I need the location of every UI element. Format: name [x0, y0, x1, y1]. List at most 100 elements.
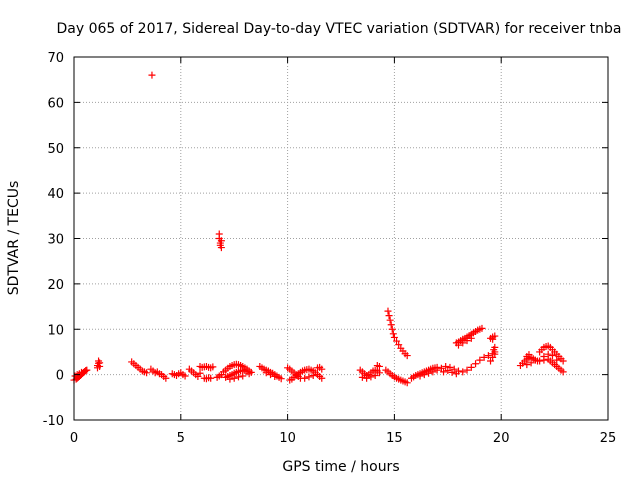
data-point	[375, 369, 383, 377]
data-point	[209, 363, 217, 371]
data-point	[476, 356, 484, 364]
data-point	[478, 324, 486, 332]
data-point	[459, 339, 467, 347]
data-point	[454, 341, 462, 349]
data-point	[463, 337, 471, 345]
data-point	[442, 362, 450, 370]
data-point	[536, 357, 544, 365]
data-point	[395, 341, 403, 349]
x-axis-label: GPS time / hours	[282, 459, 399, 475]
y-tick-label: 60	[47, 96, 64, 111]
data-point	[271, 372, 279, 380]
data-point	[553, 356, 561, 364]
x-tick-label: 15	[386, 431, 403, 446]
data-point	[523, 361, 531, 369]
y-tick-label: 20	[47, 278, 64, 293]
data-point	[375, 362, 383, 370]
chart-title: Day 065 of 2017, Sidereal Day-to-day VTE…	[56, 21, 621, 37]
data-point	[267, 371, 275, 379]
data-point	[239, 372, 247, 380]
data-point	[148, 71, 156, 79]
data-point	[234, 373, 242, 381]
data-point	[309, 372, 317, 380]
axis-ticks: 0 5 10 15 20 25 -10 0 10 20 30 40 50 60 70	[43, 51, 617, 446]
y-tick-label: 70	[47, 51, 64, 66]
data-point	[425, 369, 433, 377]
data-point	[230, 374, 238, 382]
data-point	[429, 368, 437, 376]
data-point	[544, 350, 552, 358]
data-point	[484, 352, 492, 360]
data-point	[437, 364, 445, 372]
data-point	[358, 373, 366, 381]
data-point	[384, 307, 392, 315]
data-point	[420, 371, 428, 379]
data-point	[318, 374, 326, 382]
data-point	[491, 350, 499, 358]
data-point	[77, 368, 85, 376]
data-point	[448, 368, 456, 376]
data-point	[245, 370, 253, 378]
data-point	[527, 359, 535, 367]
data-point	[463, 366, 471, 374]
x-tick-label: 25	[600, 431, 617, 446]
data-point	[367, 373, 375, 381]
data-point	[467, 363, 475, 371]
y-tick-label: 30	[47, 233, 64, 248]
data-point	[387, 321, 395, 329]
data-point	[207, 374, 215, 382]
data-point	[181, 372, 189, 380]
y-tick-label: 0	[56, 369, 64, 384]
y-axis-label: SDTVAR / TECUs	[6, 181, 22, 296]
y-tick-label: -10	[43, 414, 64, 429]
data-point	[559, 368, 567, 376]
data-point	[467, 334, 475, 342]
data-point	[440, 368, 448, 376]
y-tick-label: 40	[47, 187, 64, 202]
data-point	[96, 359, 104, 367]
data-point	[433, 366, 441, 374]
data-point	[472, 360, 480, 368]
data-point	[305, 373, 313, 381]
data-point	[393, 337, 401, 345]
data-point	[388, 325, 396, 333]
data-point	[226, 375, 234, 383]
data-point	[403, 379, 411, 387]
x-tick-label: 10	[279, 431, 296, 446]
data-point	[559, 357, 567, 365]
data-point	[548, 352, 556, 360]
data-point	[540, 352, 548, 360]
data-point	[385, 312, 393, 320]
x-tick-label: 0	[70, 431, 78, 446]
data-point	[480, 353, 488, 361]
data-points	[70, 71, 567, 387]
grid-lines	[74, 57, 608, 420]
data-point	[277, 375, 285, 383]
data-point	[487, 357, 495, 365]
y-tick-label: 50	[47, 142, 64, 157]
data-point	[143, 369, 151, 377]
data-point	[489, 335, 497, 343]
data-point	[162, 374, 170, 382]
data-point	[403, 352, 411, 360]
data-point	[301, 374, 309, 382]
data-point	[83, 366, 91, 374]
data-point	[196, 369, 204, 377]
y-tick-label: 10	[47, 323, 64, 338]
data-point	[444, 367, 452, 375]
x-tick-label: 20	[493, 431, 510, 446]
data-point	[459, 368, 467, 376]
data-point	[262, 369, 270, 377]
data-point	[416, 372, 424, 380]
data-point	[491, 343, 499, 351]
data-point	[452, 370, 460, 378]
data-point	[363, 374, 371, 382]
data-point	[386, 316, 394, 324]
data-point	[318, 365, 326, 373]
data-point	[217, 237, 225, 245]
data-point	[371, 372, 379, 380]
data-point	[217, 244, 225, 252]
data-point	[525, 351, 533, 359]
